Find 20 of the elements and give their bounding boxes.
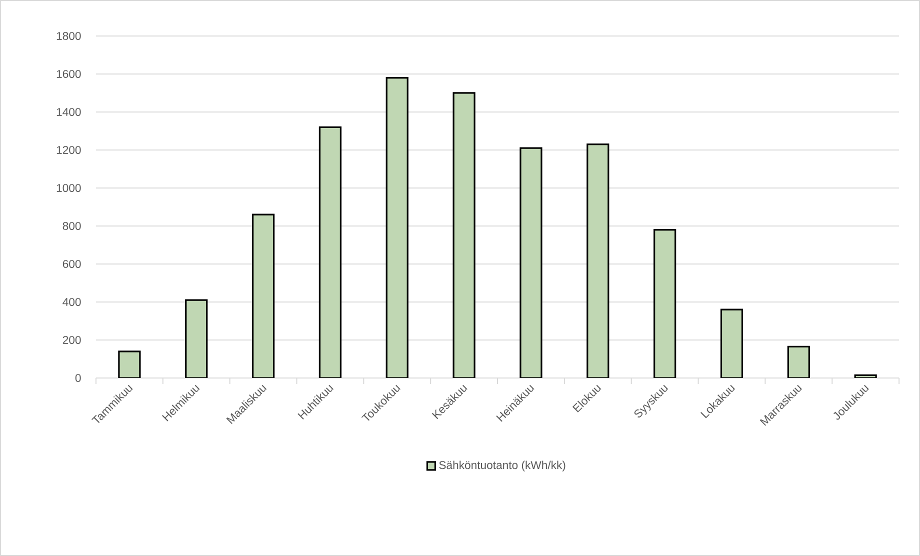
bar <box>386 76 408 378</box>
y-tick-label: 1600 <box>56 70 81 78</box>
bar <box>520 147 542 378</box>
bar <box>252 214 275 378</box>
y-tick-label: 800 <box>62 222 81 230</box>
bar <box>452 92 476 378</box>
bar <box>586 143 610 378</box>
bar <box>185 299 208 378</box>
y-tick-label: 1200 <box>56 146 81 154</box>
y-tick-label: 1800 <box>56 32 81 40</box>
y-tick-label: 600 <box>62 260 81 268</box>
y-tick-label: 1400 <box>56 108 81 116</box>
y-tick-label: 200 <box>62 336 81 344</box>
bar <box>318 126 342 378</box>
legend-label: Sähköntuotanto (kWh/kk) <box>439 460 566 472</box>
y-tick-label: 1000 <box>56 184 81 192</box>
y-tick-label: 0 <box>75 374 81 382</box>
y-tick-label: 400 <box>62 298 81 306</box>
bar <box>720 308 744 378</box>
bar <box>654 228 676 378</box>
